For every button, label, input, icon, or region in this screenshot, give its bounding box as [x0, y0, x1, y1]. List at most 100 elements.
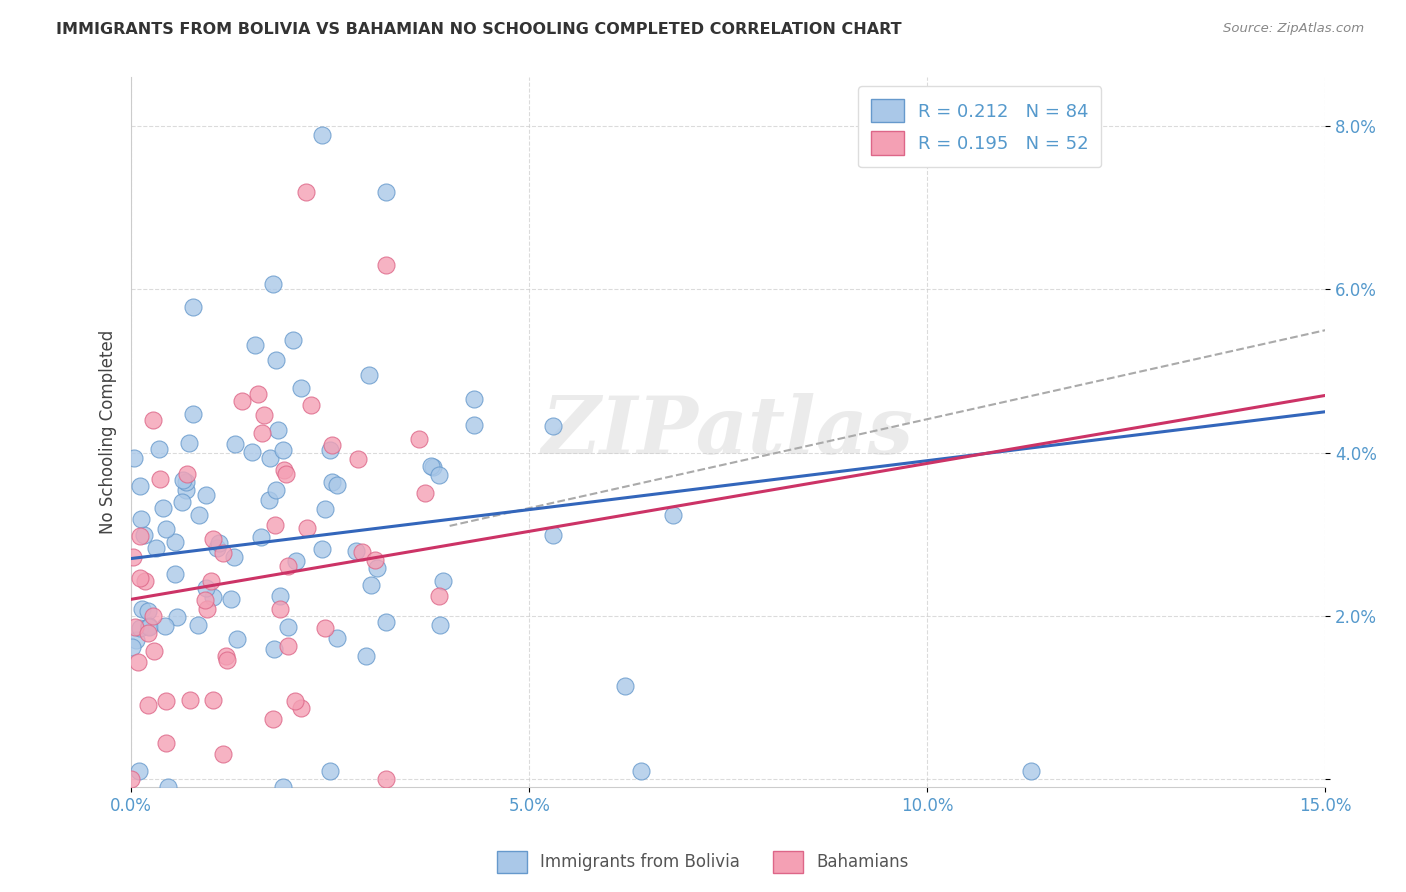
- Point: [262, 277, 284, 291]
- Point: [200, 574, 222, 588]
- Point: [427, 589, 450, 603]
- Point: [366, 561, 388, 575]
- Point: [170, 495, 193, 509]
- Point: [541, 418, 564, 433]
- Point: [224, 549, 246, 564]
- Point: [188, 508, 211, 522]
- Point: [374, 615, 396, 630]
- Legend: Immigrants from Bolivia, Bahamians: Immigrants from Bolivia, Bahamians: [491, 845, 915, 880]
- Point: [266, 423, 288, 437]
- Point: [202, 693, 225, 707]
- Point: [142, 413, 165, 427]
- Point: [408, 432, 430, 446]
- Point: [129, 479, 152, 493]
- Point: [346, 544, 368, 558]
- Point: [463, 392, 485, 406]
- Point: [277, 558, 299, 573]
- Point: [121, 640, 143, 654]
- Point: [311, 541, 333, 556]
- Point: [138, 619, 160, 633]
- Point: [352, 545, 374, 559]
- Point: [212, 546, 235, 560]
- Point: [277, 620, 299, 634]
- Point: [174, 475, 197, 490]
- Point: [252, 425, 274, 440]
- Point: [281, 333, 304, 347]
- Point: [240, 445, 263, 459]
- Point: [155, 693, 177, 707]
- Point: [181, 407, 204, 421]
- Point: [276, 467, 298, 482]
- Text: ZIPatlas: ZIPatlas: [543, 393, 914, 471]
- Point: [613, 679, 636, 693]
- Point: [165, 535, 187, 549]
- Point: [271, 442, 294, 457]
- Point: [219, 592, 242, 607]
- Legend: R = 0.212   N = 84, R = 0.195   N = 52: R = 0.212 N = 84, R = 0.195 N = 52: [859, 87, 1101, 167]
- Point: [149, 472, 172, 486]
- Point: [277, 639, 299, 653]
- Point: [143, 644, 166, 658]
- Point: [124, 450, 146, 465]
- Point: [156, 780, 179, 794]
- Point: [145, 541, 167, 555]
- Point: [205, 541, 228, 556]
- Point: [463, 417, 485, 432]
- Point: [224, 437, 246, 451]
- Point: [179, 692, 201, 706]
- Point: [124, 620, 146, 634]
- Point: [318, 443, 340, 458]
- Point: [321, 438, 343, 452]
- Point: [163, 566, 186, 581]
- Point: [253, 408, 276, 422]
- Point: [1019, 764, 1042, 778]
- Point: [284, 554, 307, 568]
- Point: [128, 529, 150, 543]
- Point: [231, 394, 253, 409]
- Point: [630, 764, 652, 778]
- Point: [356, 648, 378, 663]
- Point: [319, 764, 342, 778]
- Point: [325, 631, 347, 645]
- Point: [129, 571, 152, 585]
- Point: [211, 747, 233, 761]
- Point: [132, 528, 155, 542]
- Point: [264, 353, 287, 368]
- Point: [195, 601, 218, 615]
- Point: [413, 486, 436, 500]
- Point: [176, 467, 198, 481]
- Point: [422, 459, 444, 474]
- Point: [127, 656, 149, 670]
- Point: [541, 528, 564, 542]
- Point: [120, 772, 142, 786]
- Point: [148, 442, 170, 456]
- Point: [661, 508, 683, 522]
- Point: [125, 633, 148, 648]
- Point: [243, 338, 266, 352]
- Point: [375, 185, 398, 199]
- Point: [301, 398, 323, 412]
- Point: [177, 436, 200, 450]
- Point: [290, 700, 312, 714]
- Point: [269, 601, 291, 615]
- Point: [357, 368, 380, 383]
- Point: [284, 694, 307, 708]
- Point: [181, 300, 204, 314]
- Point: [128, 621, 150, 635]
- Point: [134, 574, 156, 588]
- Point: [325, 478, 347, 492]
- Point: [360, 578, 382, 592]
- Point: [152, 500, 174, 515]
- Point: [269, 589, 291, 603]
- Point: [429, 617, 451, 632]
- Y-axis label: No Schooling Completed: No Schooling Completed: [100, 330, 117, 534]
- Point: [259, 450, 281, 465]
- Point: [364, 553, 387, 567]
- Point: [375, 772, 398, 786]
- Point: [194, 487, 217, 501]
- Point: [375, 258, 398, 272]
- Point: [273, 463, 295, 477]
- Point: [155, 736, 177, 750]
- Point: [257, 492, 280, 507]
- Point: [225, 632, 247, 646]
